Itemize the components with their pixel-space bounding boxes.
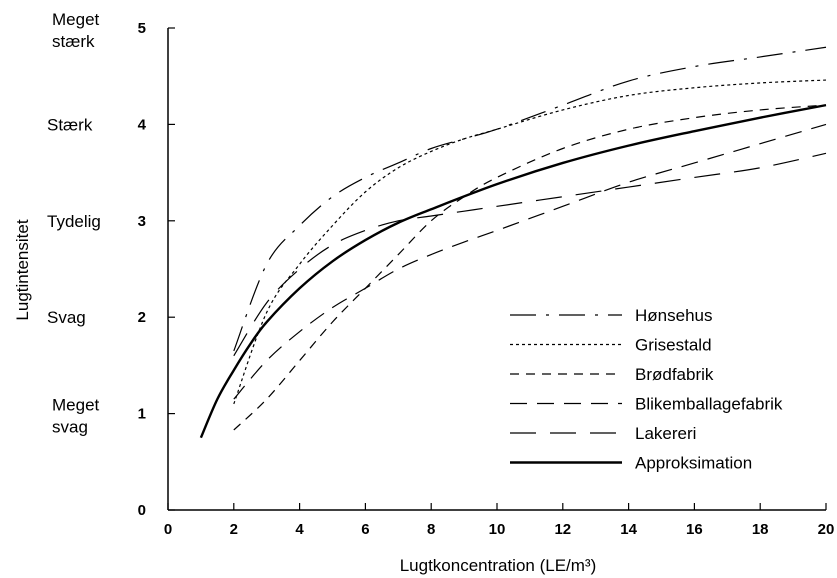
series-line-lakereri: [233, 152, 827, 357]
x-axis-title: Lugtkoncentration (LE/m³): [400, 556, 597, 575]
y-tick-label-2: 2: [138, 309, 146, 326]
x-tick-label-2: 2: [230, 521, 238, 538]
y-category-label: svag: [52, 418, 88, 437]
y-tick-label-1: 1: [138, 406, 146, 423]
x-tick-label-8: 8: [427, 521, 435, 538]
legend: Hønsehus Grisestald Brødfabrik Blikemballag…: [510, 306, 783, 473]
y-category-label: Meget: [52, 396, 100, 415]
y-tick-label-3: 3: [138, 213, 146, 230]
y-category-label: Tydelig: [47, 212, 101, 231]
x-tick-label-6: 6: [361, 521, 369, 538]
y-tick-label-0: 0: [138, 502, 146, 519]
legend-label-grisestald: Grisestald: [635, 336, 712, 355]
legend-label-brodfabrik: Brødfabrik: [635, 365, 714, 384]
legend-label-approksimation: Approksimation: [635, 454, 752, 473]
x-tick-label-4: 4: [295, 521, 304, 538]
series-line-blikemballagefabrik: [233, 123, 827, 400]
legend-label-lakereri: Lakereri: [635, 424, 696, 443]
y-tick-label-4: 4: [138, 116, 147, 133]
series-layer: [199, 46, 827, 439]
series-line-honsehus: [233, 46, 827, 352]
series-line-approksimation: [199, 103, 827, 439]
series-line-brodfabrik: [233, 104, 827, 431]
x-tick-label-10: 10: [489, 521, 506, 538]
x-tick-label-14: 14: [620, 521, 637, 538]
x-tick-label-16: 16: [686, 521, 703, 538]
y-category-label: Meget: [52, 10, 100, 29]
y-category-label: Svag: [47, 308, 86, 327]
legend-label-blikemballagefabrik: Blikemballagefabrik: [635, 395, 783, 414]
x-tick-label-20: 20: [818, 521, 835, 538]
x-tick-label-12: 12: [554, 521, 571, 538]
x-tick-label-18: 18: [752, 521, 769, 538]
y-category-label: stærk: [52, 32, 95, 51]
y-tick-label-5: 5: [138, 20, 146, 37]
series-line-grisestald: [233, 79, 827, 405]
y-category-label: Stærk: [47, 115, 93, 134]
y-axis-title: Lugtintensitet: [13, 219, 32, 320]
y-category-labels: Meget stærk Stærk Tydelig Svag Meget svag: [47, 10, 101, 437]
x-tick-label-0: 0: [164, 521, 172, 538]
legend-label-honsehus: Hønsehus: [635, 306, 712, 325]
